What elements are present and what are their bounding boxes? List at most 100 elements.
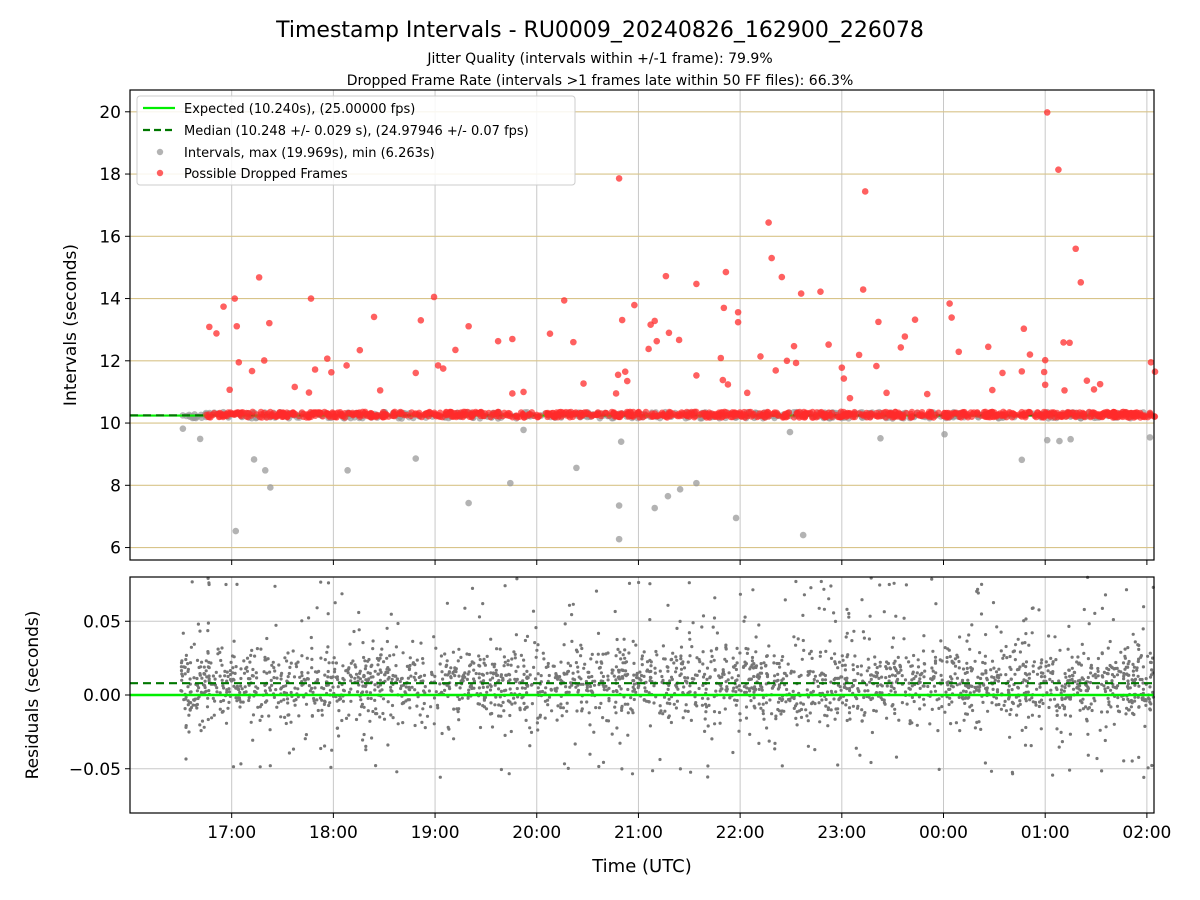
residual-point bbox=[364, 748, 368, 752]
residual-point bbox=[562, 762, 567, 766]
residual-point bbox=[1136, 695, 1140, 699]
dropped-frame-point bbox=[434, 362, 442, 369]
dropped-frame-point bbox=[693, 280, 700, 288]
interval-point bbox=[344, 467, 351, 474]
intervals-y-tick-label: 14 bbox=[99, 290, 121, 310]
residual-point bbox=[497, 703, 501, 707]
residual-point bbox=[1024, 660, 1029, 664]
residual-point bbox=[180, 674, 185, 678]
residual-point bbox=[493, 662, 497, 666]
residual-point bbox=[352, 629, 356, 634]
dropped-frame-point bbox=[678, 409, 685, 416]
residual-point bbox=[999, 649, 1003, 653]
residual-point bbox=[317, 669, 321, 674]
residual-point bbox=[1078, 708, 1082, 712]
residual-point bbox=[878, 660, 882, 664]
residual-point bbox=[715, 631, 720, 635]
residual-point bbox=[543, 699, 548, 703]
residual-point bbox=[675, 699, 680, 703]
residual-point bbox=[1057, 679, 1061, 683]
residual-point bbox=[199, 690, 203, 695]
residual-point bbox=[896, 671, 900, 675]
residual-point bbox=[182, 665, 186, 669]
residual-point bbox=[770, 686, 775, 690]
residual-point bbox=[601, 652, 605, 656]
residual-point bbox=[840, 663, 845, 668]
residual-point bbox=[1107, 703, 1111, 707]
dropped-frame-point bbox=[882, 413, 889, 421]
residual-point bbox=[576, 665, 580, 669]
residual-point bbox=[218, 691, 222, 695]
residual-point bbox=[1044, 664, 1048, 668]
residual-point bbox=[964, 690, 968, 694]
residual-point bbox=[335, 699, 339, 703]
residual-point bbox=[922, 634, 926, 638]
residual-point bbox=[200, 719, 205, 723]
residual-point bbox=[337, 734, 341, 738]
residual-point bbox=[1009, 677, 1013, 681]
residual-point bbox=[845, 698, 849, 703]
residual-point bbox=[639, 678, 643, 682]
residual-point bbox=[597, 764, 601, 769]
residual-point bbox=[251, 738, 255, 742]
residual-point bbox=[910, 684, 914, 688]
residual-point bbox=[274, 623, 278, 627]
dropped-frame-point bbox=[343, 362, 350, 369]
x-tick-label: 01:00 bbox=[1021, 823, 1070, 843]
residual-point bbox=[272, 676, 276, 680]
residual-point bbox=[599, 660, 603, 664]
residual-point bbox=[900, 674, 904, 678]
residual-point bbox=[658, 669, 662, 673]
residual-point bbox=[675, 658, 679, 662]
residual-point bbox=[965, 684, 969, 688]
residual-point bbox=[505, 673, 509, 677]
residual-point bbox=[1022, 619, 1026, 623]
residual-point bbox=[873, 655, 877, 659]
residual-point bbox=[364, 664, 368, 668]
residual-point bbox=[432, 696, 437, 700]
residuals-reference-lines bbox=[130, 682, 1154, 697]
residual-point bbox=[1027, 672, 1032, 676]
dropped-frame-point bbox=[209, 411, 217, 419]
dropped-frame-point bbox=[487, 413, 494, 421]
residual-point bbox=[268, 764, 272, 768]
residual-point bbox=[774, 717, 778, 721]
interval-point bbox=[196, 435, 204, 443]
residual-point bbox=[525, 669, 529, 674]
residual-point bbox=[799, 715, 804, 720]
residual-point bbox=[916, 665, 921, 669]
residual-point bbox=[762, 717, 766, 721]
residual-point bbox=[1027, 676, 1031, 680]
residual-point bbox=[620, 668, 624, 672]
residual-point bbox=[386, 743, 390, 747]
residual-point bbox=[469, 663, 473, 667]
residual-point bbox=[247, 698, 251, 703]
residual-point bbox=[279, 699, 283, 703]
dropped-frame-point bbox=[560, 297, 568, 304]
residual-point bbox=[1014, 643, 1018, 647]
residual-point bbox=[374, 764, 378, 768]
residual-point bbox=[851, 704, 856, 708]
residual-point bbox=[368, 719, 372, 723]
residual-point bbox=[669, 658, 673, 662]
residual-point bbox=[937, 767, 941, 772]
dropped-frame-point bbox=[873, 362, 880, 370]
dropped-frame-point bbox=[698, 410, 706, 418]
residual-point bbox=[672, 702, 676, 706]
residual-point bbox=[662, 695, 667, 699]
interval-point bbox=[507, 479, 514, 487]
residual-point bbox=[429, 705, 433, 709]
residual-point bbox=[389, 685, 393, 689]
residual-point bbox=[914, 674, 918, 678]
residual-point bbox=[187, 730, 191, 734]
residual-point bbox=[316, 708, 320, 713]
residual-point bbox=[395, 770, 399, 774]
residual-point bbox=[712, 658, 716, 662]
residual-point bbox=[236, 687, 240, 691]
dropped-frame-point bbox=[618, 316, 626, 324]
residual-point bbox=[752, 696, 756, 700]
dropped-frame-point bbox=[548, 409, 556, 417]
residual-point bbox=[1142, 605, 1146, 609]
dropped-frame-point bbox=[926, 413, 933, 421]
residual-point bbox=[1024, 725, 1028, 730]
